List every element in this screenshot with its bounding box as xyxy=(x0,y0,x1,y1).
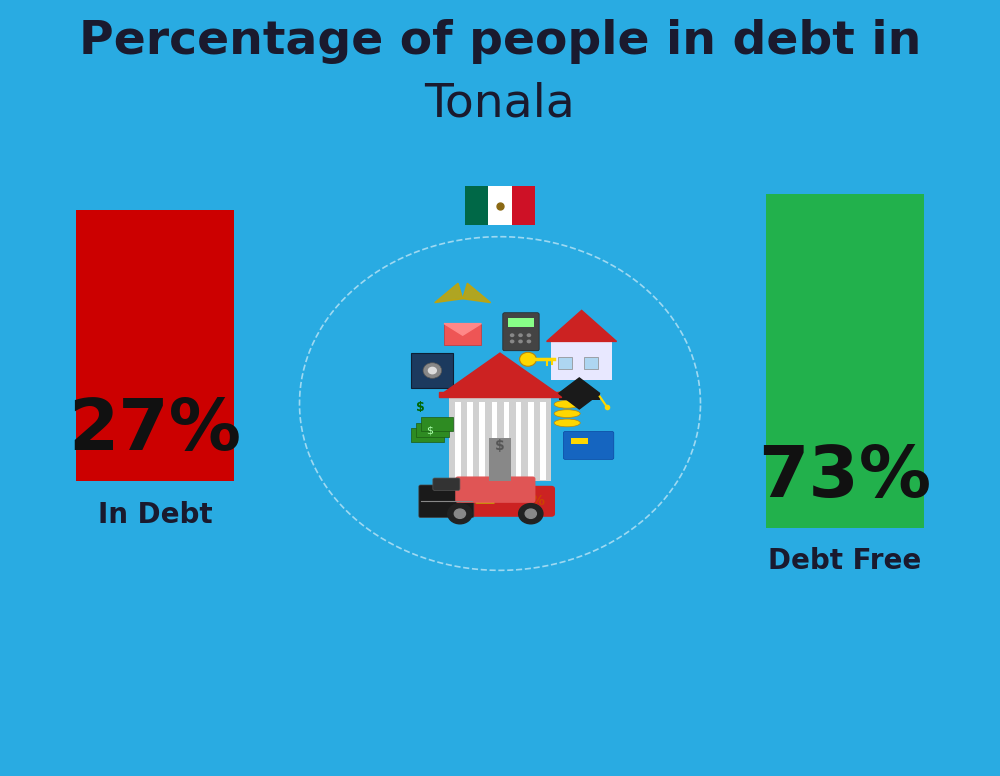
FancyBboxPatch shape xyxy=(503,313,539,351)
FancyBboxPatch shape xyxy=(416,423,449,437)
FancyBboxPatch shape xyxy=(489,438,511,481)
Circle shape xyxy=(454,509,465,518)
FancyBboxPatch shape xyxy=(508,318,534,327)
Circle shape xyxy=(527,340,531,344)
FancyBboxPatch shape xyxy=(551,341,612,380)
FancyBboxPatch shape xyxy=(488,186,512,225)
Polygon shape xyxy=(547,310,617,341)
Text: Percentage of people in debt in: Percentage of people in debt in xyxy=(79,19,921,64)
Polygon shape xyxy=(444,324,481,335)
FancyBboxPatch shape xyxy=(504,402,509,480)
Ellipse shape xyxy=(554,400,580,408)
Circle shape xyxy=(423,363,442,378)
FancyBboxPatch shape xyxy=(449,396,551,481)
Text: %: % xyxy=(530,494,544,508)
FancyBboxPatch shape xyxy=(465,186,488,225)
FancyBboxPatch shape xyxy=(512,186,535,225)
Polygon shape xyxy=(439,392,561,397)
Circle shape xyxy=(428,366,437,374)
Polygon shape xyxy=(463,283,491,303)
Text: $: $ xyxy=(495,439,505,453)
Text: 73%: 73% xyxy=(759,443,932,511)
FancyBboxPatch shape xyxy=(584,357,598,369)
FancyBboxPatch shape xyxy=(563,431,614,459)
Text: 27%: 27% xyxy=(68,397,241,465)
FancyBboxPatch shape xyxy=(433,478,460,490)
FancyBboxPatch shape xyxy=(479,402,485,480)
Ellipse shape xyxy=(554,410,580,417)
FancyBboxPatch shape xyxy=(540,402,546,480)
FancyBboxPatch shape xyxy=(766,194,924,528)
FancyBboxPatch shape xyxy=(559,393,600,400)
Text: In Debt: In Debt xyxy=(98,501,212,528)
FancyBboxPatch shape xyxy=(528,402,534,480)
Circle shape xyxy=(448,504,472,524)
FancyBboxPatch shape xyxy=(467,402,473,480)
FancyBboxPatch shape xyxy=(411,353,453,388)
Ellipse shape xyxy=(554,419,580,427)
FancyBboxPatch shape xyxy=(76,210,234,481)
Text: $: $ xyxy=(427,426,434,435)
Polygon shape xyxy=(559,378,600,409)
Polygon shape xyxy=(439,353,561,396)
Circle shape xyxy=(510,340,514,344)
FancyBboxPatch shape xyxy=(455,402,461,480)
FancyBboxPatch shape xyxy=(558,357,572,369)
FancyBboxPatch shape xyxy=(411,428,444,442)
FancyBboxPatch shape xyxy=(421,417,453,431)
Text: Debt Free: Debt Free xyxy=(768,547,922,575)
FancyBboxPatch shape xyxy=(476,490,494,504)
Circle shape xyxy=(519,504,543,524)
Text: Tonala: Tonala xyxy=(425,81,575,126)
FancyBboxPatch shape xyxy=(444,324,481,345)
FancyBboxPatch shape xyxy=(516,402,521,480)
Ellipse shape xyxy=(554,391,580,399)
Circle shape xyxy=(518,340,523,344)
Circle shape xyxy=(520,352,536,366)
FancyBboxPatch shape xyxy=(419,485,474,518)
Circle shape xyxy=(525,509,536,518)
Circle shape xyxy=(518,333,523,337)
FancyBboxPatch shape xyxy=(455,476,535,503)
FancyBboxPatch shape xyxy=(571,438,588,444)
Circle shape xyxy=(527,333,531,337)
Circle shape xyxy=(510,333,514,337)
Text: $: $ xyxy=(416,401,425,414)
FancyBboxPatch shape xyxy=(492,402,497,480)
FancyBboxPatch shape xyxy=(436,486,555,517)
Polygon shape xyxy=(435,283,463,303)
